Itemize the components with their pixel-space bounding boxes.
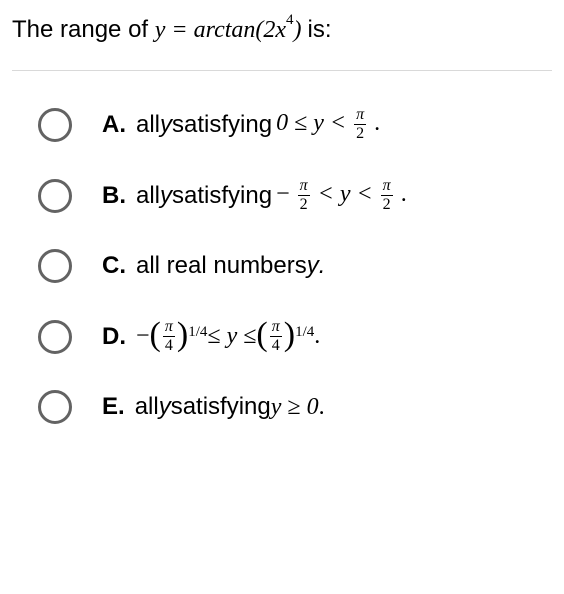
- radio-a[interactable]: [38, 108, 72, 142]
- radio-b[interactable]: [38, 179, 72, 213]
- b-frac2-den: 2: [381, 195, 393, 213]
- e-var: y: [159, 393, 171, 421]
- a-tail: .: [374, 110, 380, 136]
- d-lp2: (: [256, 321, 267, 348]
- b-frac1-den: 2: [298, 195, 310, 213]
- a-frac: π 2: [354, 107, 366, 142]
- e-prefix: all: [135, 393, 159, 421]
- math-right: ): [294, 17, 302, 43]
- option-b[interactable]: B. all y satisfying − π 2 < y < π: [38, 178, 552, 213]
- d-rp1: ): [177, 321, 188, 348]
- d-paren1: ( π 4 ): [150, 319, 189, 354]
- c-tail: .: [319, 252, 326, 280]
- option-a-letter: A.: [102, 111, 126, 139]
- radio-c[interactable]: [38, 249, 72, 283]
- divider: [12, 70, 552, 71]
- math-exponent: 4: [286, 12, 294, 28]
- d-paren2: ( π 4 ): [256, 319, 295, 354]
- b-prefix: all: [136, 182, 160, 210]
- question-math: y = arctan(2x4): [155, 17, 308, 43]
- c-text: all real numbers: [136, 252, 307, 280]
- option-d-text: D. − ( π 4 ) 1/4 ≤ y ≤ (: [102, 319, 320, 354]
- option-b-text: B. all y satisfying − π 2 < y < π: [102, 178, 407, 213]
- b-tail: .: [401, 181, 407, 207]
- option-e[interactable]: E. all y satisfying y ≥ 0 .: [38, 390, 552, 424]
- b-frac2: π 2: [381, 178, 393, 213]
- a-frac-den: 2: [354, 124, 366, 142]
- d-frac1-num: π: [163, 319, 175, 336]
- radio-d[interactable]: [38, 320, 72, 354]
- a-mid: satisfying: [172, 111, 272, 139]
- d-frac1-den: 4: [163, 336, 175, 354]
- math-left: y = arctan(2x: [155, 17, 286, 43]
- d-exp2: 1/4: [295, 324, 314, 341]
- d-tail: .: [314, 323, 320, 350]
- b-frac1-num: π: [298, 178, 310, 195]
- option-e-letter: E.: [102, 393, 125, 421]
- a-prefix: all: [136, 111, 160, 139]
- option-b-letter: B.: [102, 182, 126, 210]
- question-text: The range of y = arctan(2x4) is:: [12, 14, 552, 46]
- c-var: y: [307, 252, 319, 280]
- option-c-text: C. all real numbers y .: [102, 252, 325, 280]
- d-lp1: (: [150, 321, 161, 348]
- option-e-text: E. all y satisfying y ≥ 0 .: [102, 393, 325, 421]
- options-list: A. all y satisfying 0 ≤ y < π 2 .: [12, 107, 552, 424]
- option-c[interactable]: C. all real numbers y .: [38, 249, 552, 283]
- option-a-text: A. all y satisfying 0 ≤ y < π 2 .: [102, 107, 380, 142]
- a-var: y: [160, 111, 172, 139]
- question-prefix: The range of: [12, 16, 155, 43]
- d-frac2-den: 4: [270, 336, 282, 354]
- b-frac2-num: π: [381, 178, 393, 195]
- a-ineq: 0 ≤ y <: [276, 110, 352, 136]
- b-var: y: [160, 182, 172, 210]
- e-mid: satisfying: [171, 393, 271, 421]
- b-neg: −: [276, 181, 290, 207]
- e-ineq: y ≥ 0: [271, 394, 319, 421]
- d-exp1: 1/4: [188, 324, 207, 341]
- option-d[interactable]: D. − ( π 4 ) 1/4 ≤ y ≤ (: [38, 319, 552, 354]
- d-mid: ≤ y ≤: [207, 323, 256, 350]
- question-container: The range of y = arctan(2x4) is: A. all …: [0, 0, 564, 444]
- d-rp2: ): [284, 321, 295, 348]
- option-d-letter: D.: [102, 323, 126, 351]
- b-midineq: < y <: [318, 181, 379, 207]
- d-frac2: π 4: [270, 319, 282, 354]
- question-suffix: is:: [308, 16, 332, 43]
- d-frac1: π 4: [163, 319, 175, 354]
- b-frac1: π 2: [298, 178, 310, 213]
- e-tail: .: [319, 394, 325, 421]
- d-neg: −: [136, 323, 150, 350]
- a-frac-num: π: [354, 107, 366, 124]
- b-mid: satisfying: [172, 182, 272, 210]
- d-frac2-num: π: [270, 319, 282, 336]
- option-a[interactable]: A. all y satisfying 0 ≤ y < π 2 .: [38, 107, 552, 142]
- radio-e[interactable]: [38, 390, 72, 424]
- option-c-letter: C.: [102, 252, 126, 280]
